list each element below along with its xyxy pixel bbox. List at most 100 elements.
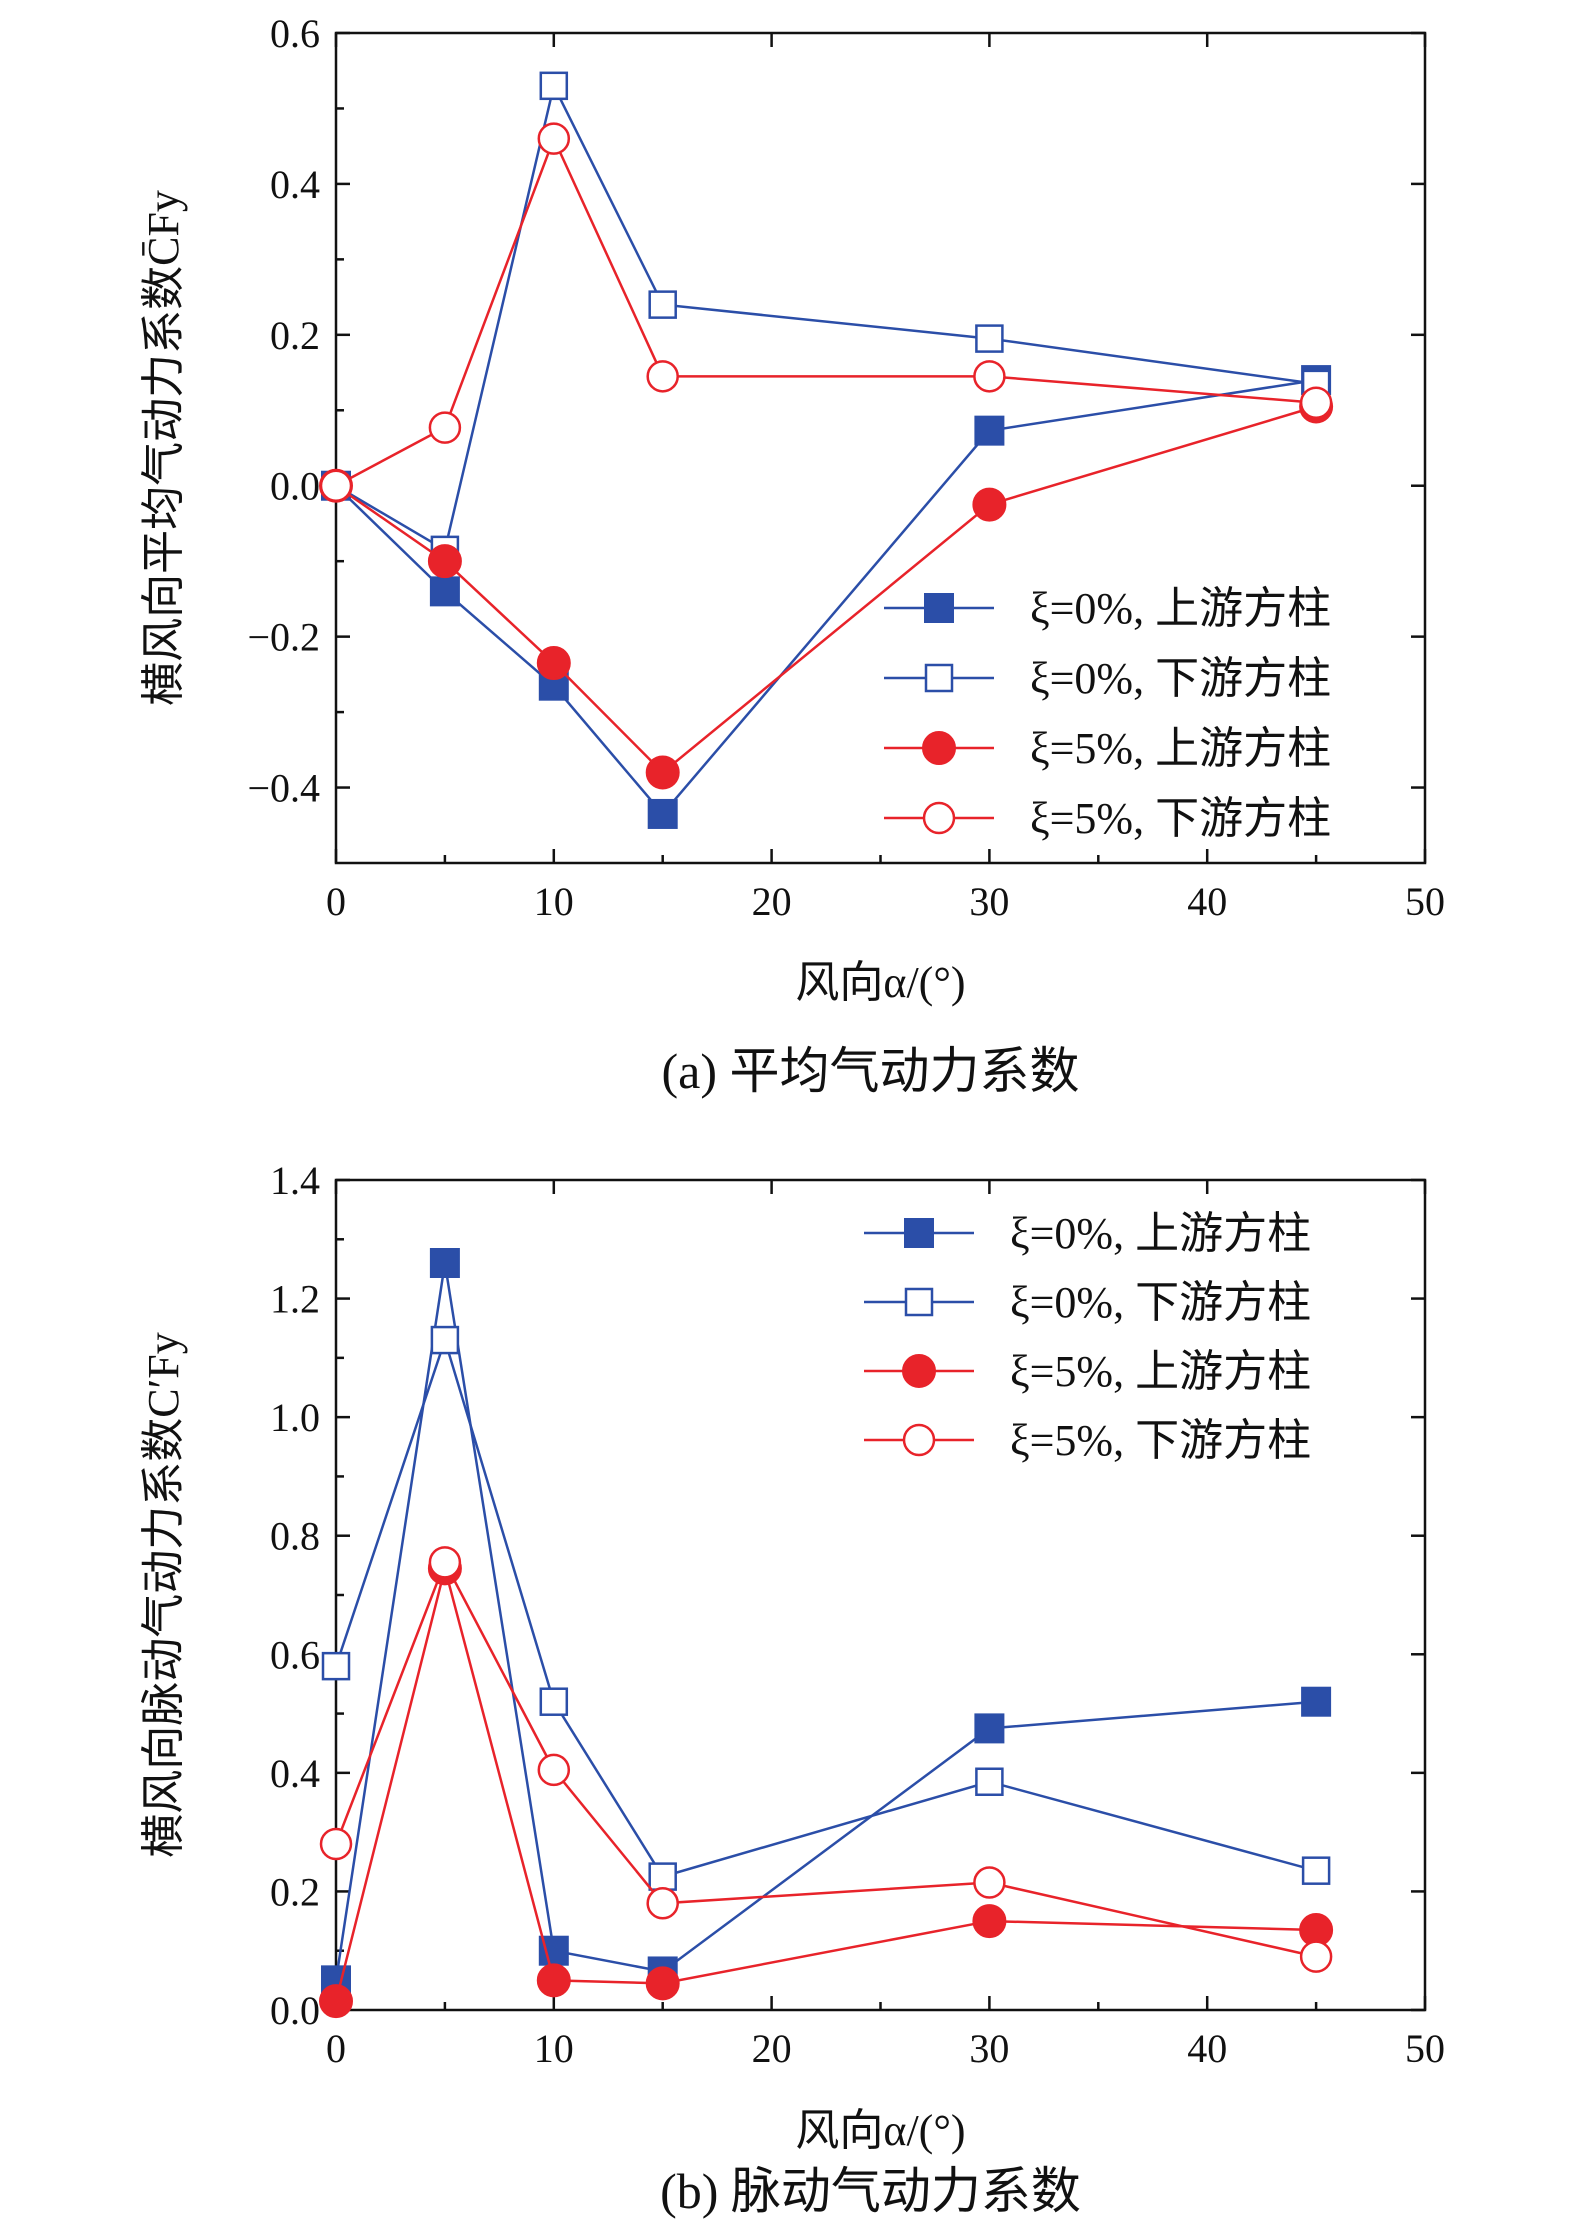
legend-marker: [922, 801, 956, 835]
x-tick-label: 0: [326, 879, 346, 924]
data-point: [645, 755, 680, 790]
data-point: [645, 1966, 680, 2001]
legend-marker: [922, 731, 956, 765]
data-point: [429, 1248, 460, 1278]
data-point: [428, 1546, 462, 1579]
y-tick-label: 0.4: [270, 162, 320, 207]
chart-caption: (a) 平均气动力系数: [662, 1043, 1080, 1099]
data-point: [536, 646, 571, 681]
series-line: [335, 405, 1317, 775]
series-line: [335, 82, 1317, 552]
y-tick-label: 0.0: [270, 464, 320, 509]
series-line: [335, 135, 1317, 487]
x-tick-label: 30: [969, 879, 1009, 924]
data-point: [1299, 1940, 1333, 1973]
y-tick-label: 0.4: [270, 1751, 320, 1796]
y-tick-label: 0.2: [270, 313, 320, 358]
data-point: [537, 1753, 571, 1787]
legend-label: ξ=5%, 上游方柱: [1030, 724, 1331, 773]
legend-marker: [924, 593, 954, 623]
data-point: [428, 411, 462, 444]
x-tick-label: 50: [1405, 2026, 1445, 2071]
x-tick-label: 40: [1187, 2026, 1227, 2071]
y-axis-title: 横风向脉动气动力系数C′Fy: [139, 1332, 188, 1857]
x-tick-label: 0: [326, 2026, 346, 2071]
y-tick-label: 0.2: [270, 1869, 320, 1914]
series-line: [334, 1335, 1317, 1879]
data-point: [430, 1325, 460, 1355]
x-tick-label: 20: [752, 879, 792, 924]
series-line: [334, 1262, 1317, 1981]
data-point: [1301, 1686, 1332, 1717]
series-2: [319, 1551, 1334, 2019]
x-tick-label: 10: [534, 2026, 574, 2071]
x-tick-label: 10: [534, 879, 574, 924]
data-point: [427, 544, 462, 579]
data-point: [646, 360, 679, 393]
data-point: [648, 1862, 677, 1891]
legend-marker: [924, 663, 954, 693]
series-line: [334, 1568, 1317, 2002]
y-tick-label: 1.4: [270, 1158, 320, 1203]
x-axis-title: 风向α/(°): [795, 2106, 965, 2155]
y-tick-label: 0.0: [270, 1988, 320, 2033]
y-tick-label: 1.2: [270, 1277, 320, 1322]
legend-marker: [902, 1423, 936, 1457]
legend-marker: [904, 1218, 934, 1248]
x-tick-label: 50: [1405, 879, 1445, 924]
y-tick-label: −0.4: [247, 766, 320, 811]
legend-marker: [904, 1287, 934, 1317]
series-1: [321, 1325, 1331, 1891]
data-point: [975, 324, 1004, 353]
data-point: [972, 1904, 1007, 1939]
data-point: [974, 415, 1005, 446]
y-tick-label: −0.2: [247, 615, 320, 660]
data-point: [319, 469, 353, 502]
data-point: [536, 1963, 571, 1998]
legend-label: ξ=5%, 上游方柱: [1010, 1347, 1311, 1396]
legend-label: ξ=5%, 下游方柱: [1030, 794, 1331, 843]
legend-label: ξ=0%, 上游方柱: [1030, 584, 1331, 633]
data-point: [648, 290, 677, 319]
legend-label: ξ=5%, 下游方柱: [1010, 1416, 1311, 1465]
legend-marker: [902, 1354, 936, 1388]
x-axis-title: 风向α/(°): [795, 958, 965, 1007]
data-point: [647, 798, 678, 829]
legend: ξ=0%, 上游方柱 ξ=0%, 下游方柱 ξ=5%, 上游方柱 ξ=5%, 下游方柱: [884, 584, 1331, 843]
series-line: [335, 378, 1317, 816]
series-1: [321, 71, 1331, 565]
data-point: [646, 1887, 679, 1920]
data-point: [539, 1687, 569, 1716]
legend: ξ=0%, 上游方柱 ξ=0%, 下游方柱 ξ=5%, 上游方柱 ξ=5%, 下游方柱: [864, 1209, 1311, 1465]
data-point: [321, 1651, 351, 1681]
x-tick-label: 30: [969, 2026, 1009, 2071]
series-3: [319, 122, 1333, 502]
data-point: [972, 487, 1007, 522]
data-point: [973, 360, 1006, 393]
data-point: [974, 1713, 1005, 1744]
data-point: [319, 1827, 353, 1861]
legend-label: ξ=0%, 下游方柱: [1030, 654, 1331, 703]
series-3: [319, 1546, 1333, 1973]
data-point: [1299, 386, 1333, 419]
data-point: [1301, 1856, 1331, 1885]
data-point: [539, 71, 569, 101]
x-tick-label: 20: [752, 2026, 792, 2071]
y-axis-title: 横风向平均气动力系数C̄Fy: [139, 190, 188, 706]
chart-panel-0: 0 10 20 30 40 50 −0.4 −0.2 0.0 0.2 0.4 0.6 风向α/(°) 横风…: [139, 11, 1445, 1099]
data-point: [537, 122, 571, 155]
legend-label: ξ=0%, 下游方柱: [1010, 1278, 1311, 1327]
data-point: [429, 576, 460, 607]
series-line: [334, 1559, 1317, 1958]
chart-caption: (b) 脉动气动力系数: [660, 2163, 1081, 2219]
data-point: [319, 1984, 353, 2019]
y-tick-label: 0.6: [270, 1632, 320, 1677]
y-tick-label: 0.8: [270, 1514, 320, 1559]
chart-panel-1: 0 10 20 30 40 50 0.0 0.2 0.4 0.6 0.8 1.0 1.2 1.4 风向α/(…: [139, 1158, 1445, 2219]
legend-label: ξ=0%, 上游方柱: [1010, 1209, 1311, 1258]
data-point: [973, 1866, 1006, 1899]
data-point: [975, 1767, 1004, 1796]
y-tick-label: 1.0: [270, 1395, 320, 1440]
x-tick-label: 40: [1187, 879, 1227, 924]
